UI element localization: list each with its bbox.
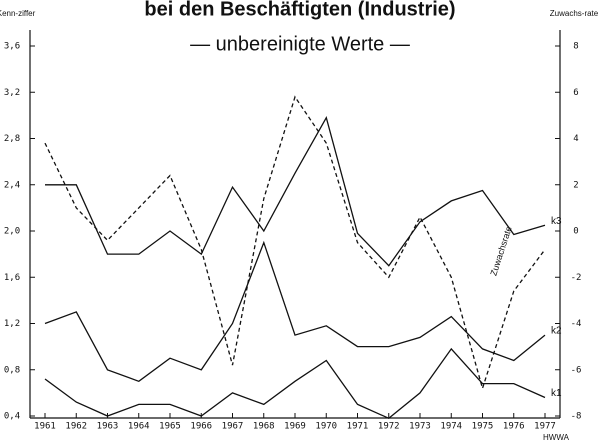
chart-subtitle: — unbereinigte Werte — xyxy=(190,33,410,55)
x-tick-label: 1974 xyxy=(440,422,462,432)
y2-tick-label: 2 xyxy=(573,180,578,190)
y2-tick-label: -8 xyxy=(571,412,582,422)
x-tick-label: 1968 xyxy=(253,422,275,432)
x-tick-label: 1963 xyxy=(97,422,119,432)
y2-axis-label: Zuwachs-rate xyxy=(550,9,598,18)
y2-tick-label: -4 xyxy=(571,319,582,329)
x-tick-label: 1971 xyxy=(347,422,369,432)
series-line xyxy=(44,347,546,420)
x-tick-label: 1969 xyxy=(284,422,306,432)
y2-tick-label: -6 xyxy=(571,365,582,375)
x-tick-label: 1967 xyxy=(222,422,244,432)
x-tick-label: 1961 xyxy=(34,422,56,432)
y-tick-label: 1,6 xyxy=(4,273,20,283)
series-line xyxy=(44,240,546,383)
y-tick-label: 3,2 xyxy=(4,88,20,98)
y-tick-label: 0,8 xyxy=(4,365,20,375)
series-label: k2 xyxy=(551,326,562,337)
chart-title: bei den Beschäftigten (Industrie) xyxy=(144,0,455,20)
y-tick-label: 2,4 xyxy=(4,180,20,190)
series-label: k3 xyxy=(551,216,562,227)
y2-tick-label: 0 xyxy=(573,227,578,237)
x-tick-label: 1965 xyxy=(159,422,181,432)
y-tick-label: 1,2 xyxy=(4,319,20,329)
y-tick-label: 0,4 xyxy=(4,412,20,422)
x-tick-label: 1972 xyxy=(378,422,400,432)
source-label: HWWA xyxy=(543,433,570,442)
y2-tick-label: 6 xyxy=(573,88,578,98)
y2-tick-label: -2 xyxy=(571,273,582,283)
y-tick-label: 3,6 xyxy=(4,42,20,52)
series-line xyxy=(44,95,546,391)
x-tick-label: 1970 xyxy=(315,422,337,432)
y-axis-label: Kenn-ziffer xyxy=(0,9,36,18)
series-line xyxy=(45,115,546,267)
x-tick-label: 1962 xyxy=(65,422,87,432)
x-tick-label: 1977 xyxy=(534,422,556,432)
series-label: k1 xyxy=(551,388,562,399)
x-tick-label: 1976 xyxy=(503,422,525,432)
x-tick-label: 1973 xyxy=(409,422,431,432)
x-tick-label: 1964 xyxy=(128,422,150,432)
x-tick-label: 1966 xyxy=(190,422,212,432)
x-tick-label: 1975 xyxy=(472,422,494,432)
y2-tick-label: 8 xyxy=(573,42,578,52)
y-tick-label: 2,8 xyxy=(4,134,20,144)
y-tick-label: 2,0 xyxy=(4,227,20,237)
y2-tick-label: 4 xyxy=(573,134,578,144)
series-label: Zuwachsrate xyxy=(488,225,513,277)
